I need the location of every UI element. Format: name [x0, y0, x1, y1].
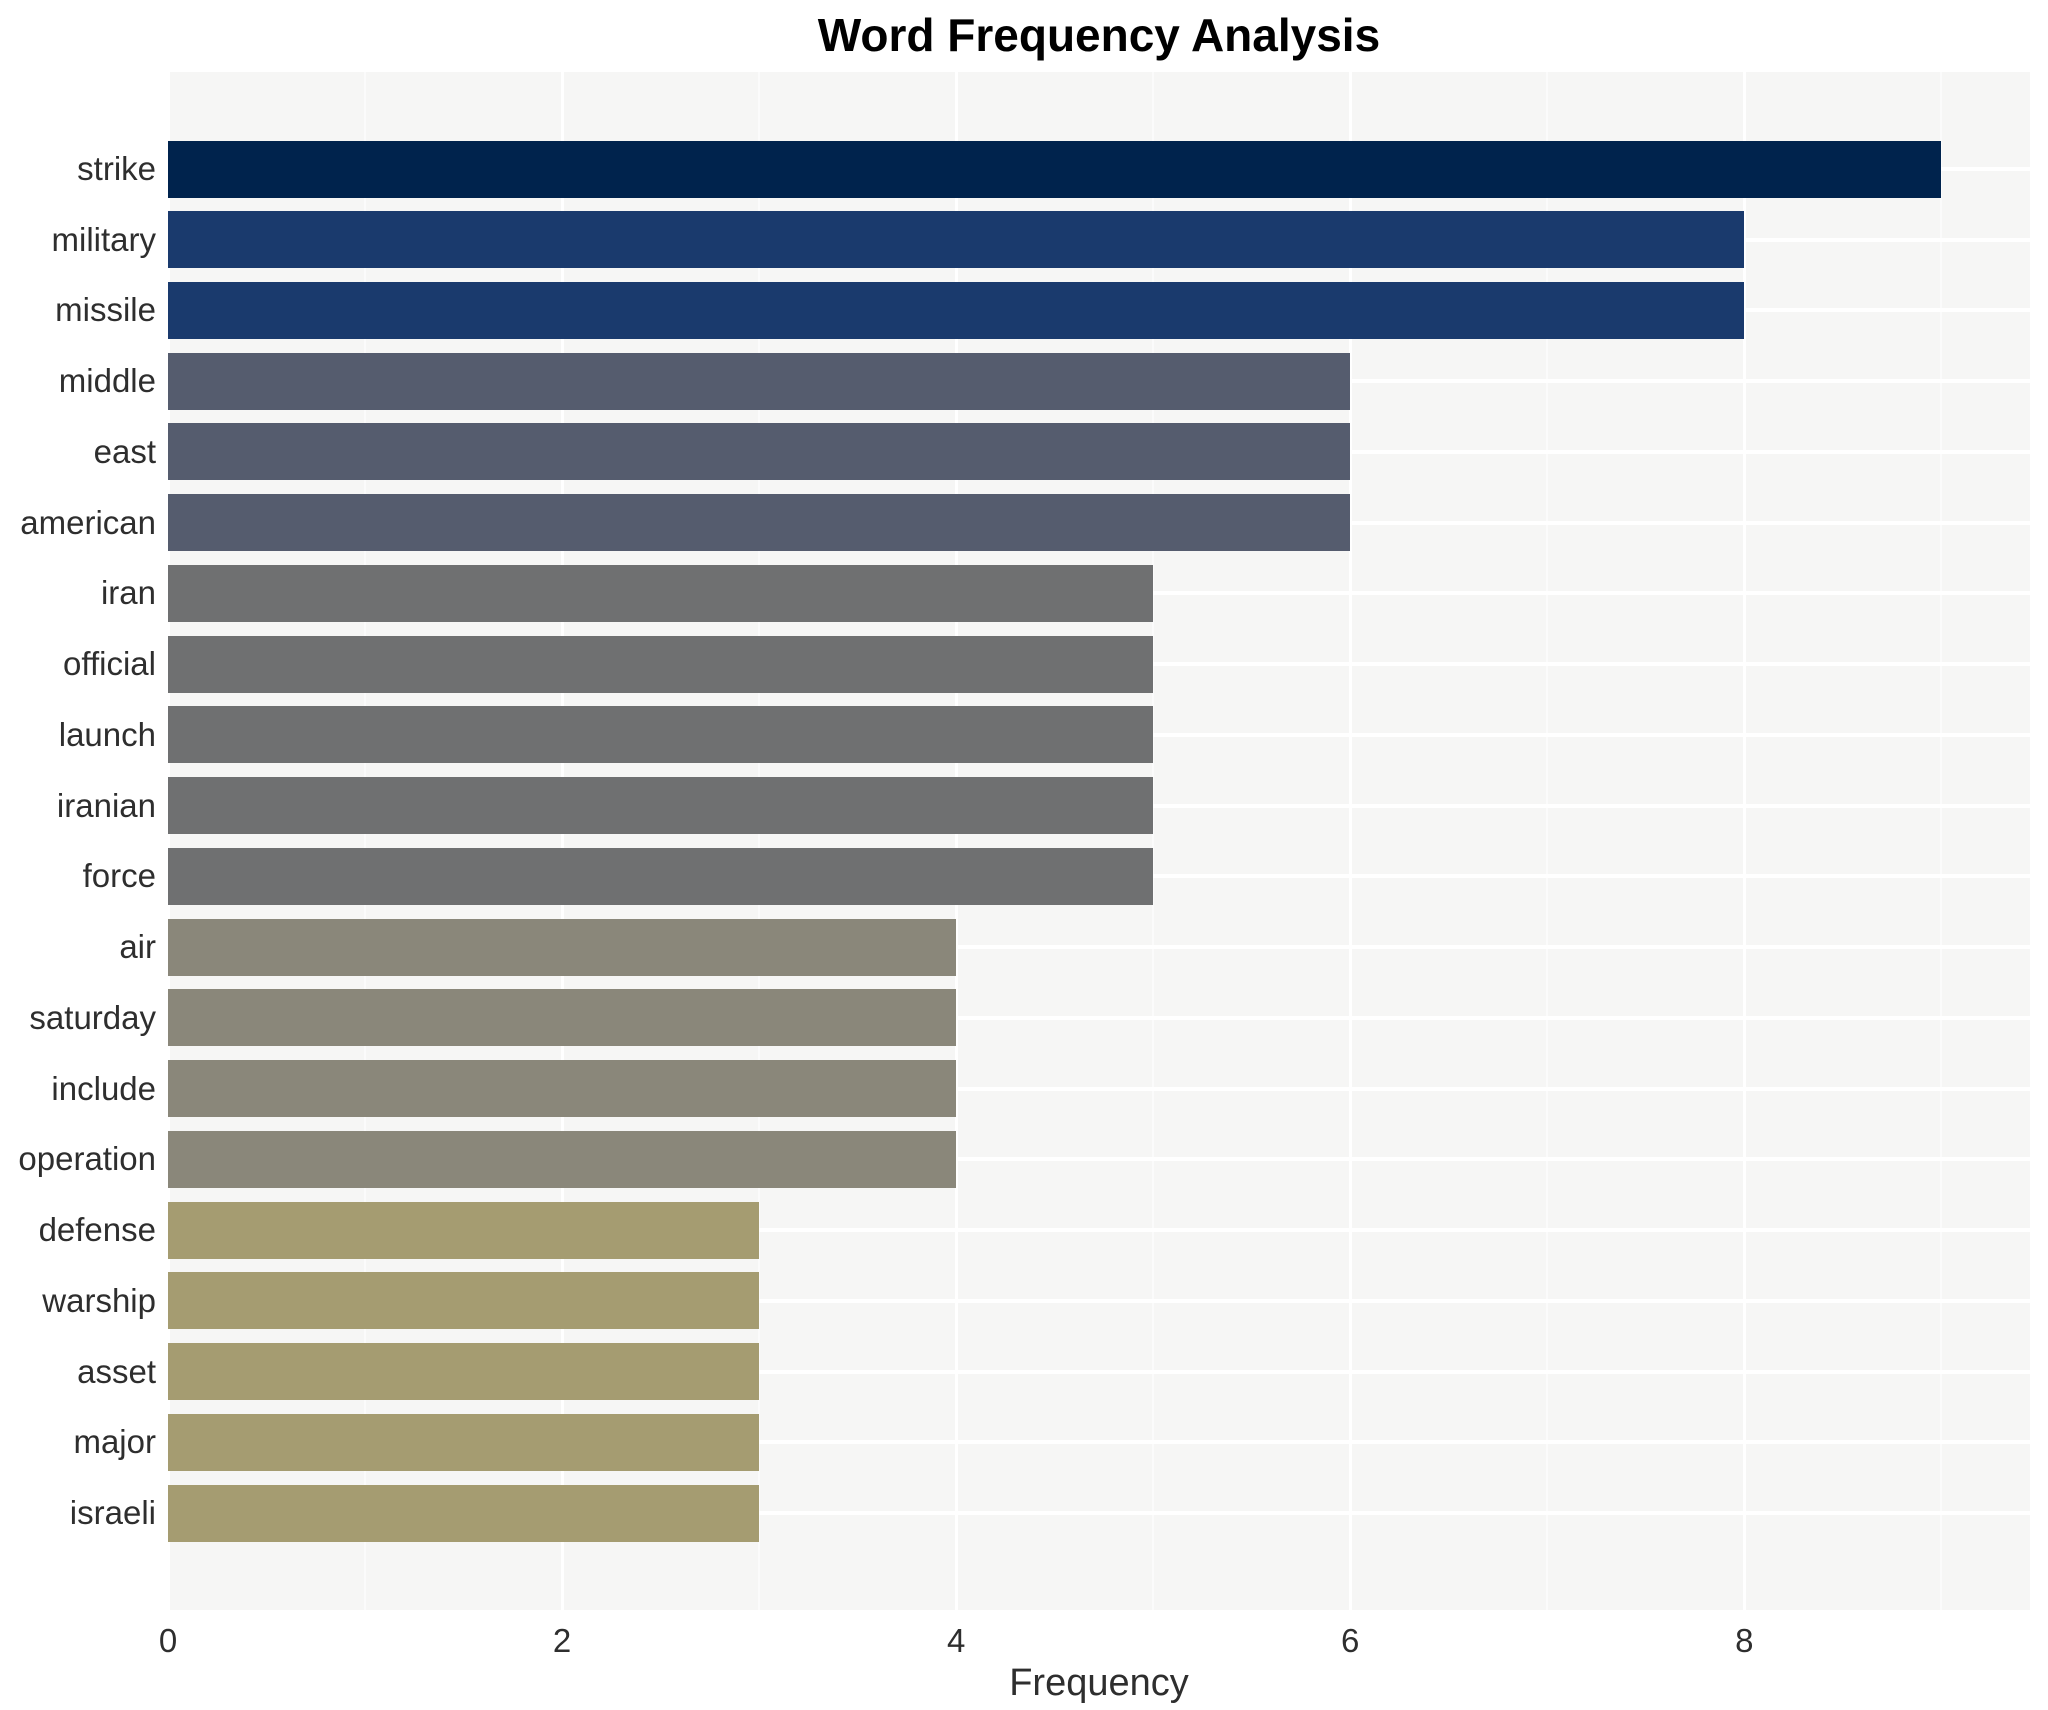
bar-air	[168, 918, 957, 976]
gridline-vertical	[167, 72, 170, 1610]
gridline-vertical	[758, 72, 761, 1610]
y-axis-label: iran	[100, 574, 156, 612]
x-tick-label: 2	[552, 1622, 572, 1659]
bar-warship	[168, 1272, 760, 1330]
bar-major	[168, 1413, 760, 1471]
y-axis-label: air	[119, 928, 156, 966]
gridline-vertical	[955, 72, 959, 1610]
x-tick-label: 6	[1341, 1622, 1360, 1659]
y-axis-label: major	[73, 1423, 156, 1461]
y-axis-label: american	[20, 503, 156, 541]
y-axis-label: include	[51, 1069, 156, 1107]
gridline-horizontal	[168, 1015, 2030, 1020]
bar-defense	[168, 1201, 760, 1259]
bar-operation	[168, 1130, 957, 1188]
bar-missile	[168, 281, 1745, 339]
bar-american	[168, 494, 1351, 552]
bar-military	[168, 211, 1745, 269]
bar-iranian	[168, 777, 1154, 835]
x-axis-title: Frequency	[1009, 1662, 1189, 1704]
chart-title: Word Frequency Analysis	[817, 9, 1381, 61]
bar-include	[168, 1060, 957, 1118]
bar-force	[168, 847, 1154, 905]
bar-iran	[168, 564, 1154, 622]
y-axis-label: official	[63, 645, 156, 683]
gridline-horizontal	[168, 1086, 2030, 1091]
y-axis-label: strike	[77, 150, 156, 187]
y-axis-label: force	[82, 857, 156, 895]
plot-panel	[167, 72, 2030, 1610]
y-axis-label: middle	[58, 362, 156, 400]
gridline-horizontal	[168, 945, 2030, 950]
gridline-horizontal	[168, 1369, 2030, 1374]
gridline-vertical	[1349, 72, 1353, 1610]
y-axis-label: east	[93, 432, 156, 470]
bar-launch	[168, 706, 1154, 764]
bar-east	[168, 423, 1351, 481]
y-axis-label: israeli	[69, 1494, 156, 1532]
y-axis-label: missile	[55, 291, 156, 329]
y-axis-label: saturday	[29, 998, 156, 1036]
y-axis-label: asset	[77, 1352, 156, 1390]
gridline-vertical	[1940, 72, 1943, 1610]
bar-official	[168, 635, 1154, 693]
x-tick-label: 8	[1735, 1622, 1754, 1659]
gridline-horizontal	[168, 1511, 2030, 1516]
gridline-horizontal	[168, 1228, 2030, 1233]
gridline-vertical	[364, 72, 367, 1610]
y-axis-label: operation	[18, 1140, 156, 1178]
y-axis-label: military	[51, 220, 157, 258]
y-axis-label: warship	[42, 1281, 156, 1319]
gridline-vertical	[1152, 72, 1155, 1610]
bar-saturday	[168, 989, 957, 1047]
bar-asset	[168, 1343, 760, 1401]
gridline-vertical	[561, 72, 565, 1610]
x-tick-label: 0	[158, 1622, 178, 1659]
bar-israeli	[168, 1484, 760, 1542]
gridline-horizontal	[168, 1157, 2030, 1162]
gridline-vertical	[1546, 72, 1549, 1610]
gridline-vertical	[1743, 72, 1747, 1610]
gridline-horizontal	[168, 1298, 2030, 1303]
gridline-horizontal	[168, 1440, 2030, 1445]
bar-middle	[168, 352, 1351, 410]
y-axis-label: launch	[58, 715, 156, 753]
bar-strike	[168, 140, 1942, 198]
x-tick-label: 4	[946, 1622, 966, 1659]
y-axis-label: iranian	[56, 786, 156, 824]
y-axis-label: defense	[38, 1211, 156, 1249]
